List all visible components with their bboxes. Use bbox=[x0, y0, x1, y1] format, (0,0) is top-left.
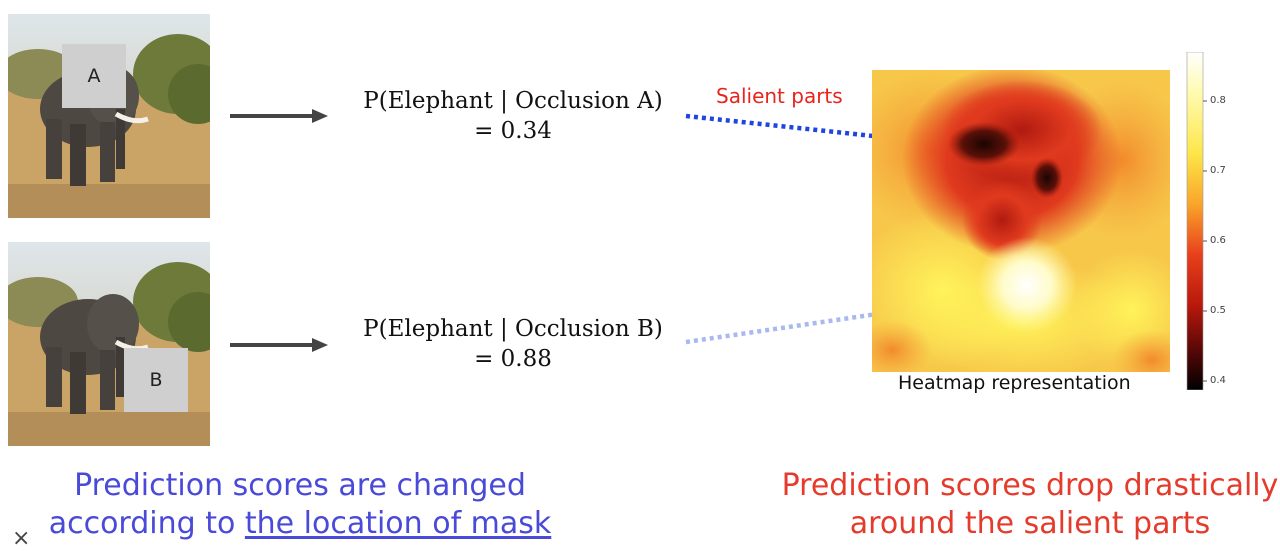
salient-parts-label: Salient parts bbox=[716, 84, 843, 108]
probability-b-value: = 0.88 bbox=[474, 346, 552, 372]
colorbar-tick: 0.6 bbox=[1210, 235, 1226, 246]
arrow-right-icon bbox=[230, 109, 328, 123]
colorbar-tick: 0.5 bbox=[1210, 305, 1226, 316]
elephant-photo-a: A bbox=[8, 14, 210, 218]
heatmap-caption: Heatmap representation bbox=[898, 372, 1131, 394]
caption-left-line2: according to the location of mask bbox=[20, 505, 580, 543]
colorbar-tick: 0.4 bbox=[1210, 375, 1226, 386]
probability-a-expression: P(Elephant | Occlusion A) bbox=[363, 88, 663, 114]
caption-left-line1: Prediction scores are changed bbox=[74, 468, 526, 503]
caption-right-line1: Prediction scores drop drastically bbox=[781, 468, 1279, 503]
caption-left-prefix: according to bbox=[48, 506, 245, 541]
probability-a: P(Elephant | Occlusion A) = 0.34 bbox=[350, 86, 676, 146]
caption-left-link: the location of mask bbox=[244, 506, 552, 541]
heatmap bbox=[872, 70, 1170, 372]
caption-left: Prediction scores are changed according … bbox=[20, 467, 580, 543]
probability-b: P(Elephant | Occlusion B) = 0.88 bbox=[350, 314, 676, 374]
caption-right: Prediction scores drop drastically aroun… bbox=[780, 467, 1280, 543]
probability-b-expression: P(Elephant | Occlusion B) bbox=[363, 316, 663, 342]
caption-right-line2: around the salient parts bbox=[849, 506, 1211, 541]
occlusion-mask-a: A bbox=[62, 44, 126, 108]
probability-a-value: = 0.34 bbox=[474, 118, 552, 144]
colorbar bbox=[1186, 52, 1207, 390]
colorbar-tick: 0.8 bbox=[1210, 95, 1226, 106]
occlusion-mask-b: B bbox=[124, 348, 188, 412]
colorbar-tick: 0.7 bbox=[1210, 165, 1226, 176]
arrow-right-icon bbox=[230, 338, 328, 352]
close-icon: × bbox=[12, 526, 31, 551]
elephant-photo-b: B bbox=[8, 242, 210, 446]
